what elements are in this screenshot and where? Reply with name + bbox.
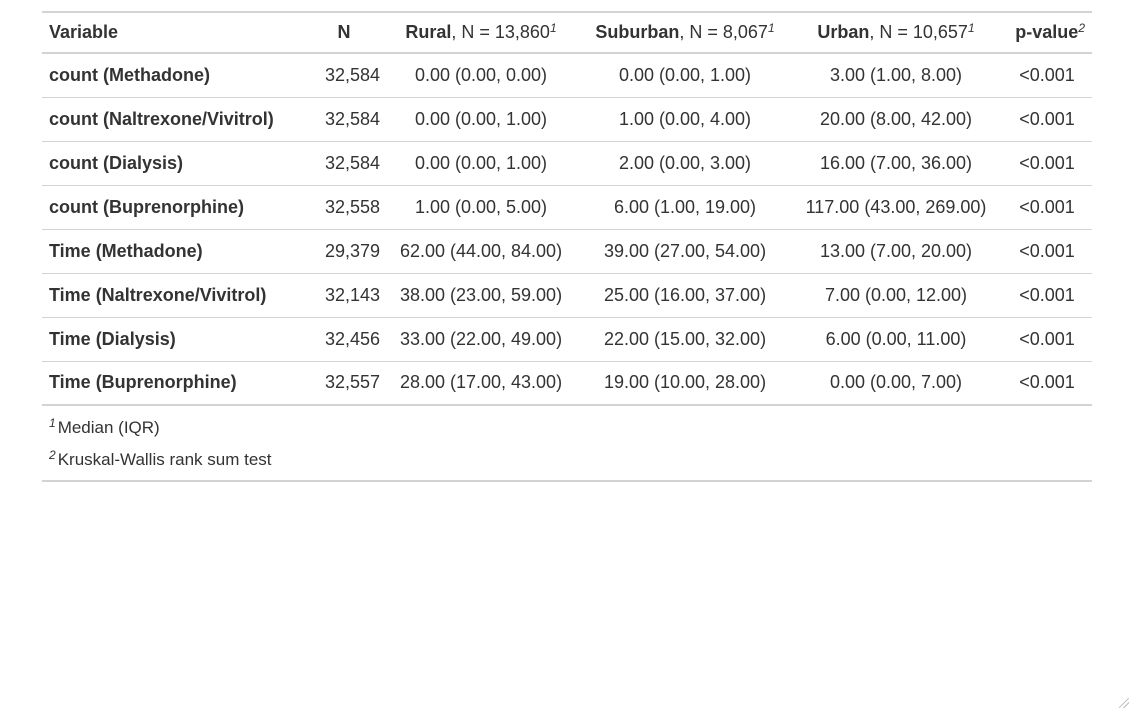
header-rural: Rural, N = 13,8601 [382, 11, 580, 54]
cell-variable: Time (Methadone) [42, 229, 306, 274]
cell-suburban: 2.00 (0.00, 3.00) [580, 141, 790, 186]
cell-variable: Time (Naltrexone/Vivitrol) [42, 273, 306, 318]
cell-variable: count (Methadone) [42, 53, 306, 98]
cell-pvalue: <0.001 [1002, 317, 1092, 362]
cell-n: 32,456 [306, 317, 382, 362]
cell-urban: 117.00 (43.00, 269.00) [790, 185, 1002, 230]
cell-n: 32,584 [306, 53, 382, 98]
header-row: Variable N Rural, N = 13,8601 Suburban, … [42, 11, 1092, 54]
table-body: count (Methadone) 32,584 0.00 (0.00, 0.0… [42, 53, 1092, 406]
cell-variable: count (Dialysis) [42, 141, 306, 186]
cell-variable: count (Naltrexone/Vivitrol) [42, 97, 306, 142]
cell-urban: 16.00 (7.00, 36.00) [790, 141, 1002, 186]
cell-suburban: 25.00 (16.00, 37.00) [580, 273, 790, 318]
cell-n: 32,584 [306, 141, 382, 186]
table-row: Time (Methadone) 29,379 62.00 (44.00, 84… [42, 229, 1092, 274]
table-header: Variable N Rural, N = 13,8601 Suburban, … [42, 11, 1092, 54]
summary-table-container: Variable N Rural, N = 13,8601 Suburban, … [42, 11, 1092, 482]
cell-pvalue: <0.001 [1002, 53, 1092, 98]
cell-variable: count (Buprenorphine) [42, 185, 306, 230]
table-row: count (Naltrexone/Vivitrol) 32,584 0.00 … [42, 97, 1092, 142]
header-suburban: Suburban, N = 8,0671 [580, 11, 790, 54]
table-row: count (Methadone) 32,584 0.00 (0.00, 0.0… [42, 53, 1092, 98]
table-row: Time (Dialysis) 32,456 33.00 (22.00, 49.… [42, 317, 1092, 362]
header-pvalue: p-value2 [1002, 11, 1092, 54]
table-row: Time (Naltrexone/Vivitrol) 32,143 38.00 … [42, 273, 1092, 318]
cell-n: 32,584 [306, 97, 382, 142]
cell-n: 32,557 [306, 361, 382, 406]
cell-rural: 0.00 (0.00, 1.00) [382, 141, 580, 186]
cell-rural: 28.00 (17.00, 43.00) [382, 361, 580, 406]
cell-urban: 20.00 (8.00, 42.00) [790, 97, 1002, 142]
resize-grip-icon[interactable] [1119, 698, 1129, 708]
cell-urban: 13.00 (7.00, 20.00) [790, 229, 1002, 274]
footnote: 2 Kruskal-Wallis rank sum test [49, 448, 272, 469]
cell-urban: 3.00 (1.00, 8.00) [790, 53, 1002, 98]
cell-suburban: 6.00 (1.00, 19.00) [580, 185, 790, 230]
cell-n: 32,558 [306, 185, 382, 230]
cell-suburban: 19.00 (10.00, 28.00) [580, 361, 790, 406]
cell-pvalue: <0.001 [1002, 97, 1092, 142]
cell-n: 29,379 [306, 229, 382, 274]
cell-rural: 0.00 (0.00, 0.00) [382, 53, 580, 98]
footnote: 1 Median (IQR) [49, 416, 160, 437]
cell-pvalue: <0.001 [1002, 141, 1092, 186]
cell-suburban: 1.00 (0.00, 4.00) [580, 97, 790, 142]
table-row: Time (Buprenorphine) 32,557 28.00 (17.00… [42, 361, 1092, 406]
cell-rural: 38.00 (23.00, 59.00) [382, 273, 580, 318]
header-n: N [306, 11, 382, 54]
cell-variable: Time (Buprenorphine) [42, 361, 306, 406]
cell-pvalue: <0.001 [1002, 185, 1092, 230]
cell-pvalue: <0.001 [1002, 273, 1092, 318]
cell-pvalue: <0.001 [1002, 229, 1092, 274]
cell-suburban: 39.00 (27.00, 54.00) [580, 229, 790, 274]
cell-urban: 7.00 (0.00, 12.00) [790, 273, 1002, 318]
cell-n: 32,143 [306, 273, 382, 318]
cell-pvalue: <0.001 [1002, 361, 1092, 406]
cell-rural: 62.00 (44.00, 84.00) [382, 229, 580, 274]
header-variable: Variable [42, 11, 306, 54]
cell-rural: 33.00 (22.00, 49.00) [382, 317, 580, 362]
table-row: count (Buprenorphine) 32,558 1.00 (0.00,… [42, 185, 1092, 230]
cell-variable: Time (Dialysis) [42, 317, 306, 362]
summary-table: Variable N Rural, N = 13,8601 Suburban, … [42, 11, 1092, 406]
cell-urban: 0.00 (0.00, 7.00) [790, 361, 1002, 406]
header-urban: Urban, N = 10,6571 [790, 11, 1002, 54]
cell-rural: 0.00 (0.00, 1.00) [382, 97, 580, 142]
table-footnotes: 1 Median (IQR) 2 Kruskal-Wallis rank sum t… [42, 406, 1092, 482]
cell-rural: 1.00 (0.00, 5.00) [382, 185, 580, 230]
cell-suburban: 22.00 (15.00, 32.00) [580, 317, 790, 362]
table-row: count (Dialysis) 32,584 0.00 (0.00, 1.00… [42, 141, 1092, 186]
cell-suburban: 0.00 (0.00, 1.00) [580, 53, 790, 98]
cell-urban: 6.00 (0.00, 11.00) [790, 317, 1002, 362]
